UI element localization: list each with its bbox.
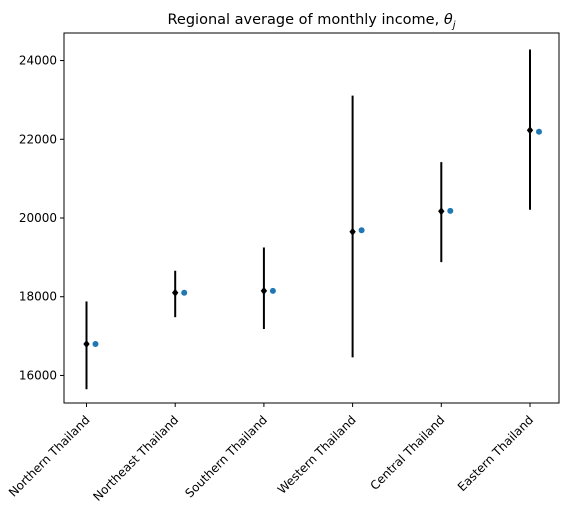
- y-tick-label: 16000: [19, 368, 57, 382]
- sample-point: [447, 207, 454, 214]
- y-tick-label: 20000: [19, 211, 57, 225]
- x-tick-label: Eastern Thailand: [455, 413, 536, 494]
- mean-marker: [260, 286, 268, 295]
- sample-point: [269, 287, 276, 294]
- x-tick-label: Northern Thailand: [6, 413, 93, 500]
- y-tick-label: 22000: [19, 132, 57, 146]
- sample-point: [358, 227, 365, 234]
- chart-title-text: Regional average of monthly income,: [168, 12, 444, 28]
- x-tick-label: Northeast Thailand: [90, 413, 181, 504]
- y-axis: 16000 18000 20000 22000 24000: [19, 54, 64, 382]
- mean-marker: [526, 126, 534, 135]
- plot-area: [83, 49, 542, 390]
- chart-title: Regional average of monthly income, θj: [168, 12, 456, 31]
- x-tick-label: Southern Thailand: [182, 413, 270, 501]
- y-tick-label: 24000: [19, 54, 57, 68]
- y-tick-label: 18000: [19, 290, 57, 304]
- chart-title-symbol: θ: [444, 12, 453, 28]
- sample-point: [536, 128, 542, 135]
- mean-marker: [172, 288, 179, 297]
- sample-point: [92, 340, 99, 347]
- x-tick-label: Western Thailand: [275, 413, 359, 497]
- sample-point: [181, 289, 188, 296]
- chart-title-subscript: j: [451, 20, 456, 31]
- mean-marker: [83, 339, 90, 348]
- mean-marker: [349, 227, 356, 236]
- axes-frame: [63, 32, 560, 404]
- x-tick-label: Central Thailand: [367, 413, 447, 493]
- mean-marker: [438, 207, 445, 216]
